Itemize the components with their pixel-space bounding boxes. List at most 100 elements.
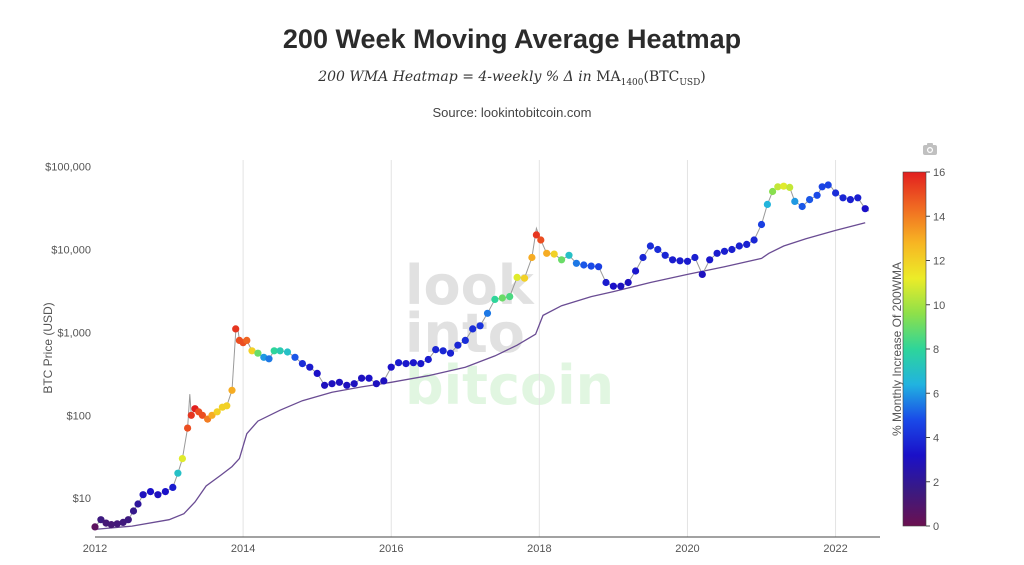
price-marker[interactable] [387,363,395,371]
price-marker[interactable] [491,295,499,303]
price-marker[interactable] [520,274,529,282]
price-marker[interactable] [713,249,721,257]
price-marker[interactable] [483,309,492,317]
price-marker[interactable] [395,359,403,367]
price-marker[interactable] [698,270,706,278]
price-marker[interactable] [639,253,647,262]
price-marker[interactable] [558,256,566,264]
price-marker[interactable] [780,182,788,190]
price-marker[interactable] [139,491,147,499]
price-marker[interactable] [632,267,640,275]
price-marker[interactable] [791,197,799,205]
price-marker[interactable] [774,183,782,191]
price-marker[interactable] [683,257,692,265]
price-marker[interactable] [243,336,251,344]
price-marker[interactable] [550,250,558,258]
price-marker[interactable] [343,381,351,389]
price-marker[interactable] [365,374,373,382]
price-marker[interactable] [321,381,329,389]
price-marker[interactable] [839,194,847,202]
price-marker[interactable] [609,282,618,290]
price-marker[interactable] [265,355,273,363]
price-marker[interactable] [129,507,138,515]
price-marker[interactable] [146,488,155,496]
price-marker[interactable] [757,220,766,229]
price-marker[interactable] [424,355,432,364]
price-marker[interactable] [513,273,521,281]
price-marker[interactable] [543,249,551,257]
price-marker[interactable] [446,349,455,357]
price-marker[interactable] [298,360,306,368]
price-marker[interactable] [198,411,206,419]
price-marker[interactable] [313,369,321,377]
price-marker[interactable] [832,189,840,197]
price-marker[interactable] [124,516,132,524]
price-marker[interactable] [646,242,655,250]
price-marker[interactable] [223,402,231,410]
price-marker[interactable] [587,262,595,270]
price-marker[interactable] [187,411,195,419]
price-marker[interactable] [461,336,469,344]
price-marker[interactable] [283,348,292,356]
price-marker[interactable] [720,247,729,255]
price-marker[interactable] [276,347,284,355]
price-marker[interactable] [134,500,142,508]
price-marker[interactable] [335,378,343,386]
price-marker[interactable] [291,353,299,361]
price-marker[interactable] [595,263,603,271]
price-marker[interactable] [161,488,169,496]
price-marker[interactable] [565,251,573,259]
price-marker[interactable] [328,380,336,388]
price-marker[interactable] [469,325,477,333]
price-marker[interactable] [91,523,99,531]
price-marker[interactable] [669,256,677,264]
price-marker[interactable] [498,294,506,302]
price-marker[interactable] [769,187,777,196]
price-marker[interactable] [846,196,855,204]
price-marker[interactable] [97,516,105,524]
price-marker[interactable] [113,520,121,528]
price-marker[interactable] [824,181,832,189]
price-marker[interactable] [691,253,699,262]
price-marker[interactable] [854,194,862,202]
camera-icon[interactable] [922,142,938,156]
price-marker[interactable] [861,205,869,213]
price-marker[interactable] [208,411,216,419]
price-marker[interactable] [580,261,588,269]
price-marker[interactable] [818,183,826,191]
price-marker[interactable] [417,360,425,368]
price-marker[interactable] [617,282,625,290]
price-marker[interactable] [232,325,240,333]
price-marker[interactable] [439,347,447,355]
price-marker[interactable] [798,202,806,211]
price-marker[interactable] [270,347,278,355]
price-marker[interactable] [169,483,177,491]
price-marker[interactable] [735,242,743,250]
price-marker[interactable] [107,521,115,529]
price-marker[interactable] [380,377,388,385]
price-marker[interactable] [228,386,236,394]
price-marker[interactable] [654,245,662,254]
price-marker[interactable] [763,200,772,208]
price-marker[interactable] [676,257,684,265]
price-marker[interactable] [624,278,632,287]
price-marker[interactable] [661,251,669,259]
price-marker[interactable] [372,380,380,388]
price-marker[interactable] [184,424,192,432]
price-marker[interactable] [350,380,358,388]
price-marker[interactable] [743,240,751,248]
price-marker[interactable] [537,236,545,244]
price-marker[interactable] [432,346,440,354]
price-marker[interactable] [506,293,514,301]
price-marker[interactable] [750,236,758,244]
price-marker[interactable] [602,278,610,287]
price-marker[interactable] [306,363,314,371]
price-marker[interactable] [806,196,814,204]
price-marker[interactable] [728,245,736,254]
price-marker[interactable] [254,349,262,357]
price-marker[interactable] [706,256,714,264]
price-marker[interactable] [402,360,410,368]
price-marker[interactable] [174,469,182,477]
price-marker[interactable] [454,341,462,349]
price-marker[interactable] [154,491,162,499]
